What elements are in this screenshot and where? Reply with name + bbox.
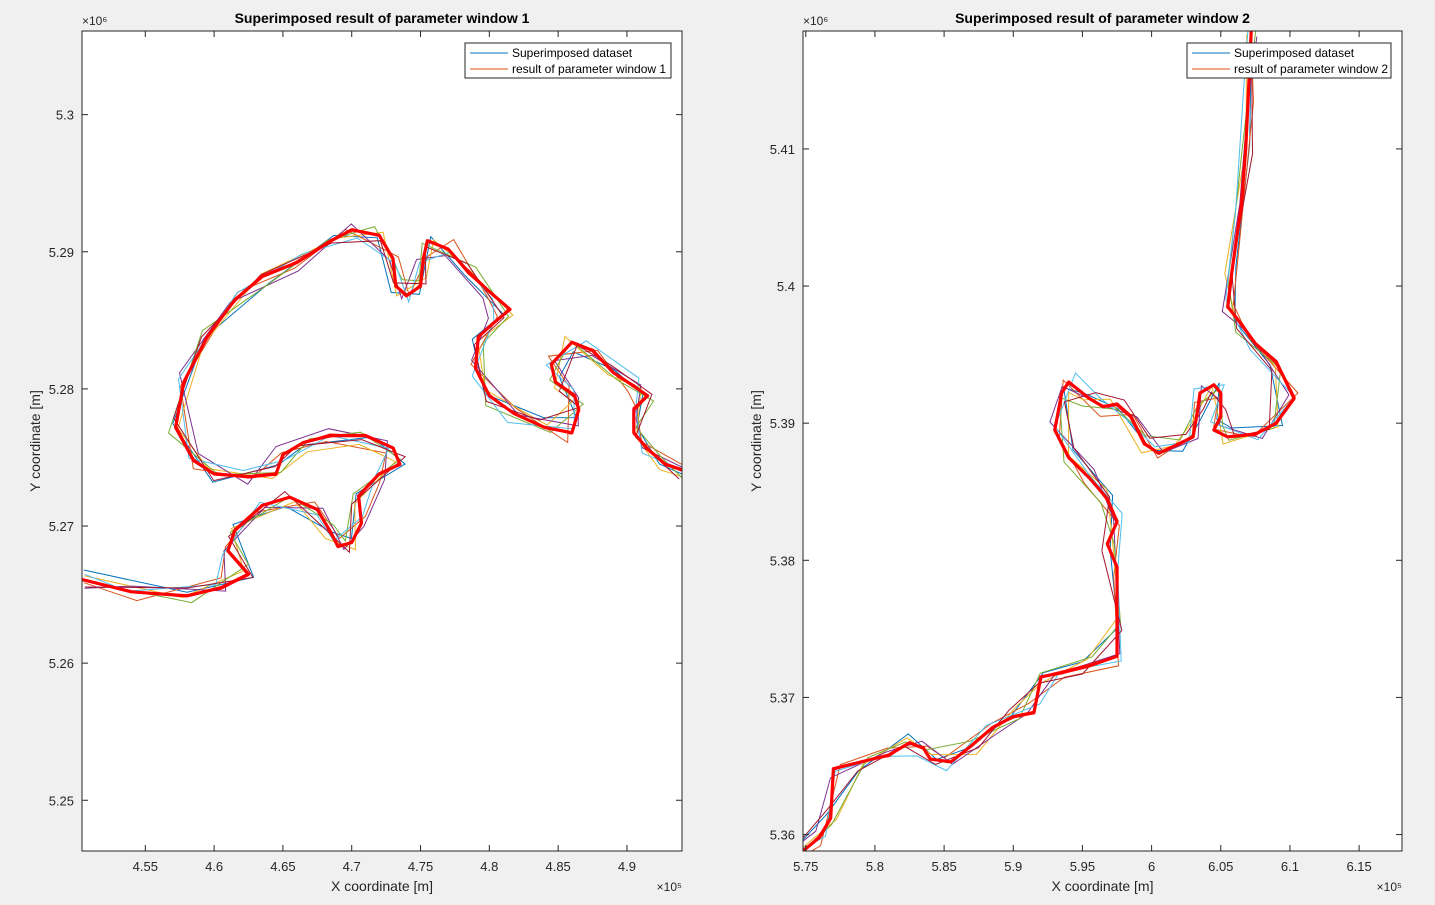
y-axis-label: Y coordinate [m] <box>748 390 764 492</box>
x-tick-label: 6.05 <box>1208 859 1233 874</box>
dataset-line-7 <box>84 240 680 589</box>
x-exponent-label: ×10⁵ <box>657 880 682 894</box>
legend-box <box>1186 42 1392 79</box>
x-tick-label: 6.1 <box>1281 859 1299 874</box>
x-tick-label: 4.75 <box>408 859 433 874</box>
result-line-main <box>803 31 1296 851</box>
dataset-line-3 <box>803 34 1279 849</box>
plot-area <box>82 31 682 851</box>
x-axis-label: X coordinate [m] <box>331 878 433 894</box>
dataset-line-4 <box>803 36 1290 842</box>
y-tick-label: 5.3 <box>56 108 74 123</box>
y-exponent-label: ×10⁶ <box>82 14 107 28</box>
y-tick-label: 5.37 <box>770 690 795 705</box>
axes-frame <box>802 30 1403 852</box>
chart-panel-1: 4.55 4.6 4.65 4.7 4.75 4.8 4.85 4.9 5.25 5.26 5.27… <box>27 10 683 894</box>
x-axis-label: X coordinate [m] <box>1052 878 1154 894</box>
y-tick-label: 5.4 <box>777 279 795 294</box>
y-tick-label: 5.28 <box>49 382 74 397</box>
x-tick-label: 4.55 <box>133 859 158 874</box>
dataset-line-5 <box>84 226 682 604</box>
y-axis-label: Y coordinate [m] <box>27 390 43 492</box>
x-tick-label: 5.8 <box>866 859 884 874</box>
x-tick-label: 6 <box>1148 859 1155 874</box>
result-line-main <box>82 228 682 598</box>
x-tick-label: 5.95 <box>1070 859 1095 874</box>
axes-frame <box>81 30 683 852</box>
chart-panel-2: 5.75 5.8 5.85 5.9 5.95 6 6.05 6.1 6.15 5.36 5.37 5.… <box>748 10 1403 894</box>
legend: Superimposed dataset result of parameter … <box>1186 42 1392 79</box>
plot-area <box>803 31 1402 851</box>
x-tick-label: 6.15 <box>1346 859 1371 874</box>
legend-label: result of parameter window 1 <box>512 62 666 76</box>
legend-box <box>464 42 672 79</box>
y-tick-label: 5.36 <box>770 828 795 843</box>
x-tick-label: 5.75 <box>793 859 818 874</box>
legend: Superimposed dataset result of parameter … <box>464 42 672 79</box>
y-tick-label: 5.38 <box>770 553 795 568</box>
dataset-line-6 <box>803 31 1295 850</box>
dataset-line-5 <box>803 31 1282 851</box>
x-exponent-label: ×10⁵ <box>1377 880 1402 894</box>
y-tick-label: 5.25 <box>49 793 74 808</box>
x-tick-label: 4.9 <box>618 859 636 874</box>
x-tick-label: 4.85 <box>545 859 570 874</box>
x-tick-label: 4.6 <box>205 859 223 874</box>
y-tick-label: 5.41 <box>770 142 795 157</box>
legend-label: Superimposed dataset <box>1234 46 1355 60</box>
y-tick-label: 5.26 <box>49 656 74 671</box>
chart-title: Superimposed result of parameter window … <box>955 10 1250 26</box>
dataset-line-6 <box>84 237 682 592</box>
x-tick-label: 4.8 <box>480 859 498 874</box>
data-layer <box>82 223 682 604</box>
y-tick-label: 5.27 <box>49 519 74 534</box>
y-tick-label: 5.39 <box>770 416 795 431</box>
x-tick-label: 5.9 <box>1004 859 1022 874</box>
legend-label: Superimposed dataset <box>512 46 633 60</box>
x-tick-label: 4.65 <box>270 859 295 874</box>
y-exponent-label: ×10⁶ <box>803 14 828 28</box>
legend-label: result of parameter window 2 <box>1234 62 1388 76</box>
y-tick-label: 5.29 <box>49 245 74 260</box>
data-layer <box>803 31 1299 851</box>
x-tick-label: 5.85 <box>931 859 956 874</box>
x-tick-label: 4.7 <box>343 859 361 874</box>
chart-title: Superimposed result of parameter window … <box>235 10 530 26</box>
